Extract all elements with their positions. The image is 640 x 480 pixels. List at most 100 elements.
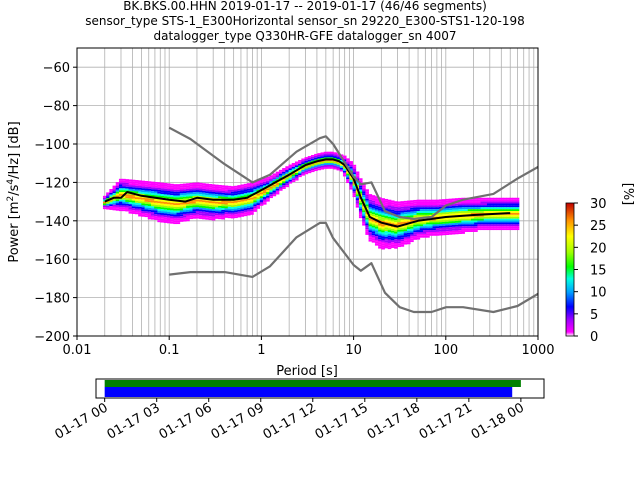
density-cell <box>227 191 232 194</box>
density-cell <box>211 210 216 213</box>
density-cell <box>298 160 302 162</box>
density-cell <box>378 237 382 240</box>
density-cell <box>381 219 385 221</box>
density-cell <box>387 199 392 202</box>
density-cell <box>451 198 456 201</box>
density-cell <box>173 203 177 206</box>
density-cell <box>458 211 462 214</box>
y-axis-ticks: −200−180−160−140−120−100−80−60 <box>34 61 77 345</box>
density-cell <box>378 227 382 230</box>
density-cell <box>182 204 187 207</box>
density-cell <box>378 233 382 236</box>
density-cell <box>355 173 360 176</box>
density-cell <box>282 171 286 174</box>
density-cell <box>189 201 193 204</box>
density-cell <box>390 206 395 209</box>
density-cell <box>208 210 213 213</box>
density-cell <box>234 216 238 219</box>
density-cell <box>205 204 209 207</box>
density-cell <box>358 187 363 190</box>
density-cell <box>502 216 507 219</box>
density-cell <box>182 193 187 195</box>
density-cell <box>253 187 257 190</box>
density-cell <box>458 224 462 227</box>
density-cell <box>448 217 453 220</box>
density-cell <box>464 203 469 206</box>
density-cell <box>176 210 181 213</box>
density-cell <box>262 198 267 201</box>
density-cell <box>336 155 341 158</box>
density-cell <box>480 209 485 212</box>
density-cell <box>403 214 408 217</box>
density-cell <box>371 235 376 237</box>
density-cell <box>240 186 245 189</box>
density-cell <box>454 213 459 216</box>
density-cell <box>390 246 395 248</box>
density-cell <box>448 227 453 230</box>
density-cell <box>403 229 408 232</box>
density-cell <box>416 224 421 227</box>
density-cell <box>422 233 427 236</box>
density-cell <box>118 184 123 187</box>
density-cell <box>237 194 241 197</box>
density-cell <box>208 204 213 207</box>
density-cell <box>515 216 520 219</box>
density-cell <box>358 204 363 207</box>
density-cell <box>493 201 497 204</box>
density-cell <box>416 230 421 232</box>
density-cell <box>243 208 248 211</box>
density-cell <box>355 192 360 195</box>
density-cell <box>144 207 149 210</box>
density-cell <box>170 204 174 207</box>
density-cell <box>499 209 504 212</box>
density-cell <box>483 224 488 227</box>
density-cell <box>195 195 200 198</box>
density-cell <box>442 214 446 217</box>
density-cell <box>378 246 382 249</box>
timeline-tick-label: 01-17 03 <box>105 400 163 442</box>
density-cell <box>112 200 117 203</box>
density-cell <box>173 184 177 187</box>
density-cell <box>445 225 449 228</box>
density-cell <box>179 183 184 186</box>
density-cell <box>147 188 152 191</box>
density-cell <box>445 208 449 211</box>
density-cell <box>464 222 469 225</box>
density-cell <box>221 213 225 216</box>
density-cell <box>128 211 133 214</box>
density-cell <box>154 214 158 217</box>
density-cell <box>246 186 251 189</box>
density-cell <box>157 210 161 213</box>
density-cell <box>118 194 123 196</box>
density-cell <box>426 233 430 236</box>
density-cell <box>445 198 449 201</box>
density-cell <box>147 207 152 210</box>
density-cell <box>214 213 219 216</box>
density-cell <box>397 207 401 210</box>
density-cell <box>480 197 485 200</box>
density-cell <box>416 214 421 217</box>
density-cell <box>358 212 363 215</box>
density-cell <box>416 212 421 215</box>
density-cell <box>448 206 453 209</box>
density-cell <box>486 228 491 231</box>
density-cell <box>480 222 485 225</box>
density-cell <box>163 215 168 218</box>
density-cell <box>397 229 401 232</box>
density-cell <box>131 189 136 192</box>
density-cell <box>179 216 184 219</box>
density-cell <box>272 186 277 189</box>
density-cell <box>515 228 520 231</box>
density-cell <box>371 233 376 236</box>
density-cell <box>442 199 446 202</box>
density-cell <box>496 211 501 213</box>
density-cell <box>451 232 456 235</box>
density-cell <box>406 208 411 211</box>
density-cell <box>256 180 261 183</box>
density-cell <box>333 163 337 166</box>
density-cell <box>141 180 145 183</box>
density-cell <box>438 205 443 207</box>
density-cell <box>426 203 430 206</box>
density-cell <box>195 193 200 196</box>
density-cell <box>506 218 510 221</box>
